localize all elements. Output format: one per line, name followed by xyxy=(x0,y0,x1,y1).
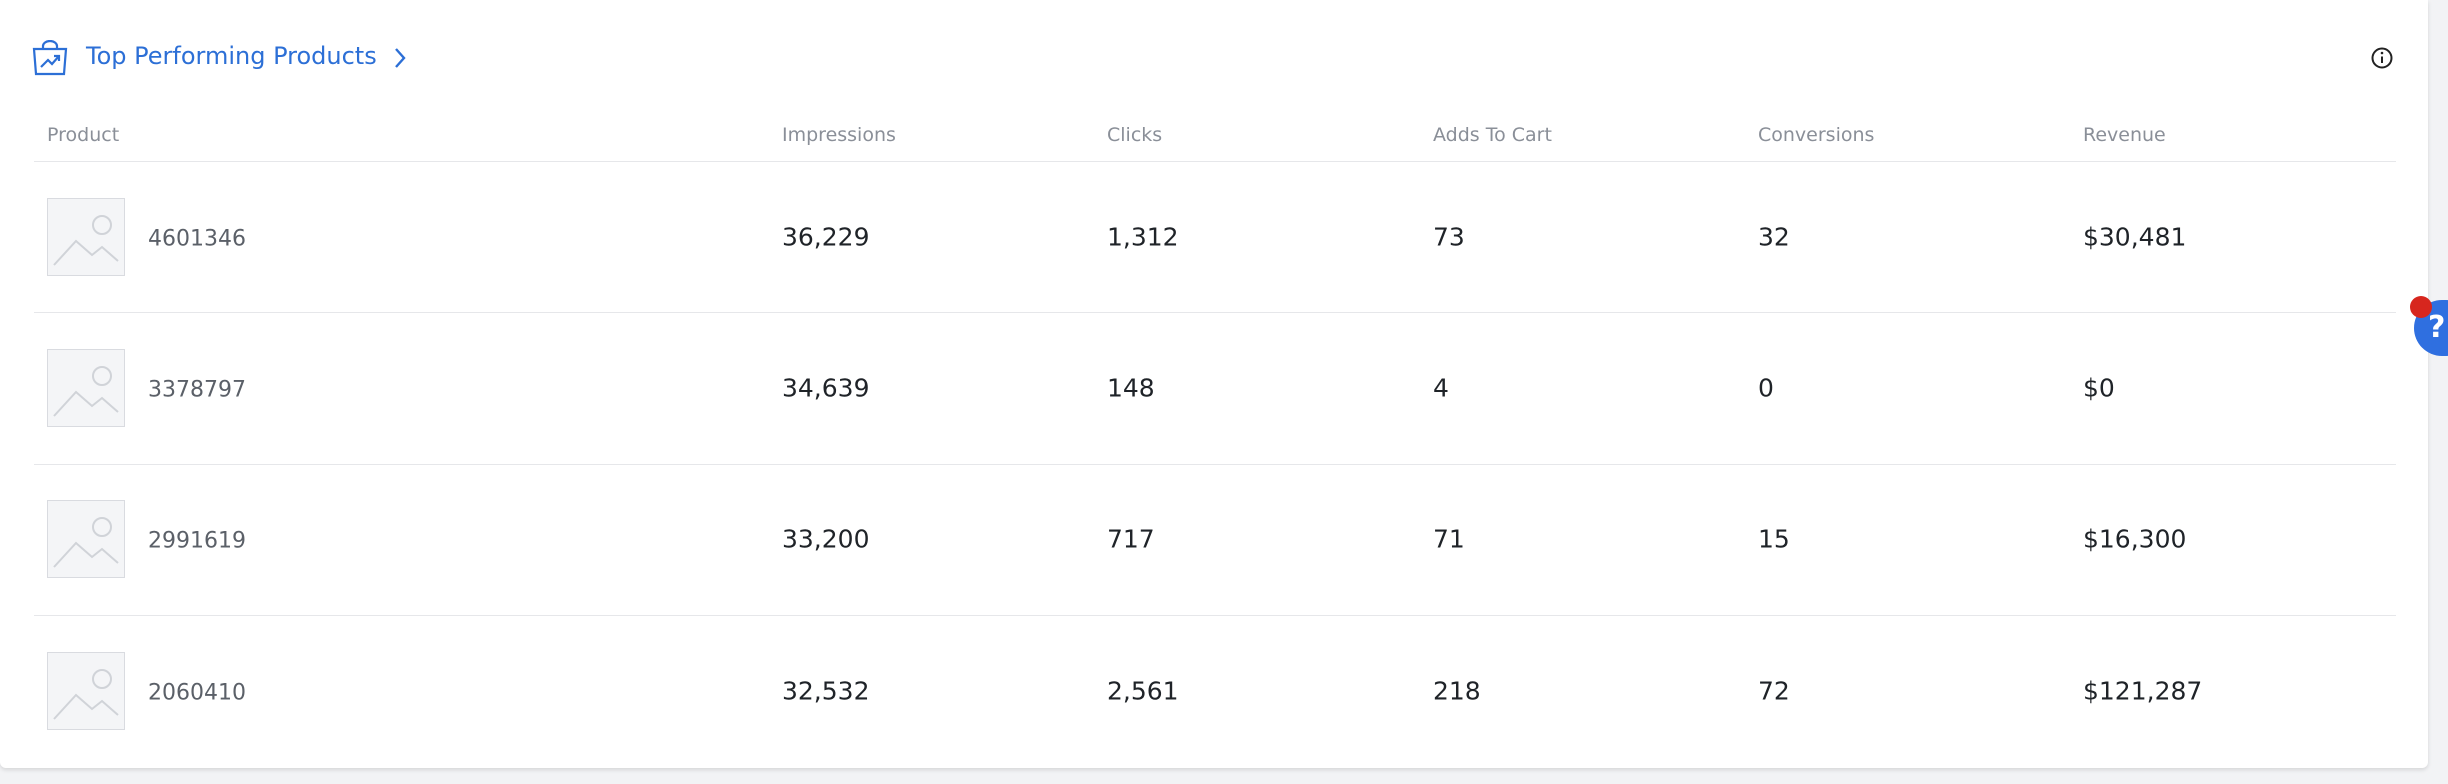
notification-dot xyxy=(2410,296,2432,318)
table-cell: $121,287 xyxy=(2083,676,2203,706)
divider xyxy=(34,161,2396,162)
table-cell: 15 xyxy=(1758,524,1790,554)
card: Top Performing Products Product Impressio… xyxy=(0,0,2428,768)
column-header: Conversions xyxy=(1758,124,1875,146)
bag-icon xyxy=(32,40,68,76)
product-id[interactable]: 4601346 xyxy=(148,226,246,252)
divider xyxy=(34,312,2396,314)
column-header: Product xyxy=(47,124,120,146)
table-cell: 148 xyxy=(1107,373,1155,403)
table-cell: 32,532 xyxy=(782,676,870,706)
table-cell: $0 xyxy=(2083,373,2115,403)
title[interactable]: Top Performing Products xyxy=(86,42,377,70)
product-id[interactable]: 2991619 xyxy=(148,528,246,554)
table-cell: 72 xyxy=(1758,676,1790,706)
placeholder-image xyxy=(53,668,119,720)
table-cell: 71 xyxy=(1433,524,1465,554)
product-id[interactable]: 3378797 xyxy=(148,377,246,403)
product-thumbnail xyxy=(47,348,125,427)
table-cell: 2,561 xyxy=(1107,676,1179,706)
placeholder-image xyxy=(53,517,119,568)
table-cell: $30,481 xyxy=(2083,222,2187,252)
column-header: Adds To Cart xyxy=(1433,124,1552,146)
table-cell: 717 xyxy=(1107,524,1155,554)
chevron[interactable] xyxy=(392,46,408,70)
product-thumbnail xyxy=(47,651,125,730)
table-cell: 73 xyxy=(1433,222,1465,252)
divider xyxy=(34,614,2396,616)
column-header: Impressions xyxy=(782,124,896,146)
table-cell: 34,639 xyxy=(782,373,870,403)
table-cell: 4 xyxy=(1433,373,1449,403)
table-cell: 36,229 xyxy=(782,222,870,252)
column-header: Revenue xyxy=(2083,124,2166,146)
info-icon[interactable] xyxy=(2370,46,2394,70)
placeholder-image xyxy=(53,365,119,417)
product-thumbnail xyxy=(47,197,125,276)
table-cell: 32 xyxy=(1758,222,1790,252)
column-header: Clicks xyxy=(1107,124,1163,146)
table-cell: $16,300 xyxy=(2083,524,2187,554)
table-cell: 218 xyxy=(1433,676,1481,706)
placeholder-image xyxy=(53,214,119,266)
divider xyxy=(34,463,2396,465)
product-thumbnail xyxy=(47,500,125,579)
table-cell: 0 xyxy=(1758,373,1774,403)
product-id[interactable]: 2060410 xyxy=(148,680,246,706)
table-cell: 1,312 xyxy=(1107,222,1179,252)
table-cell: 33,200 xyxy=(782,524,870,554)
